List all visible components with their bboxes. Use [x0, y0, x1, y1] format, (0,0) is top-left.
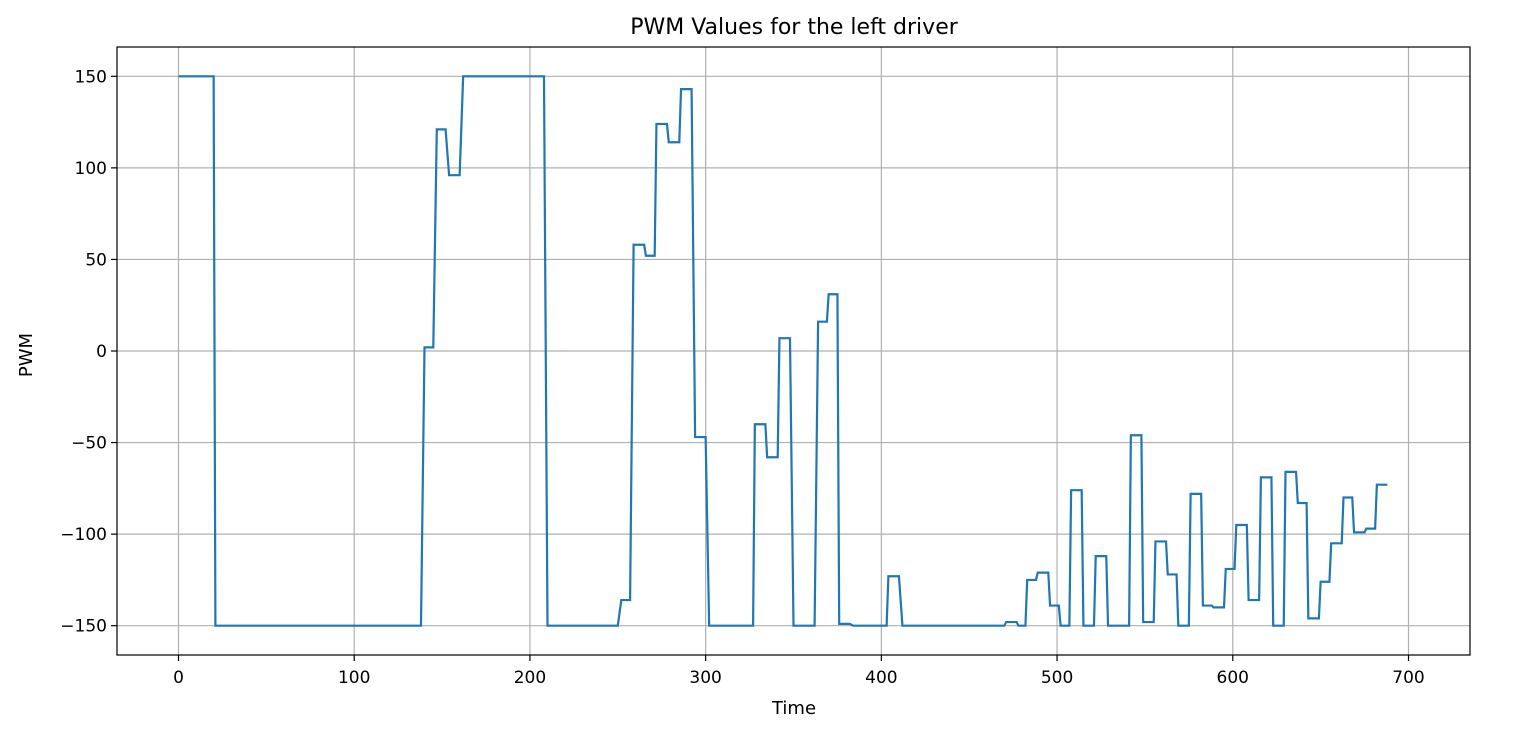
x-tick-label: 700 — [1392, 668, 1424, 688]
series-line-pwm — [178, 75, 1388, 627]
y-tick-label: −50 — [71, 434, 107, 454]
y-tick-label: 0 — [96, 342, 107, 362]
x-tick-label: 100 — [338, 668, 370, 688]
x-tick-label: 200 — [514, 668, 546, 688]
x-axis-title: Time — [771, 698, 816, 719]
y-tick-label: −150 — [60, 617, 107, 637]
x-tick-label: 300 — [689, 668, 721, 688]
y-tick-label: 100 — [75, 159, 107, 179]
x-tick-label: 500 — [1041, 668, 1073, 688]
y-axis-title: PWM — [16, 333, 37, 377]
x-tick-label: 400 — [865, 668, 897, 688]
series-layer — [178, 75, 1388, 627]
x-tick-label: 0 — [173, 668, 184, 688]
y-tick-label: 50 — [85, 250, 107, 270]
tick-layer: 0 100 200 300 400 500 600 700150100500−50−100−1… — [60, 67, 1424, 688]
x-tick-label: 600 — [1217, 668, 1249, 688]
chart-title: PWM Values for the left driver — [630, 15, 959, 40]
y-tick-label: 150 — [75, 67, 107, 87]
grid-layer — [117, 47, 1470, 655]
y-tick-label: −100 — [60, 525, 107, 545]
